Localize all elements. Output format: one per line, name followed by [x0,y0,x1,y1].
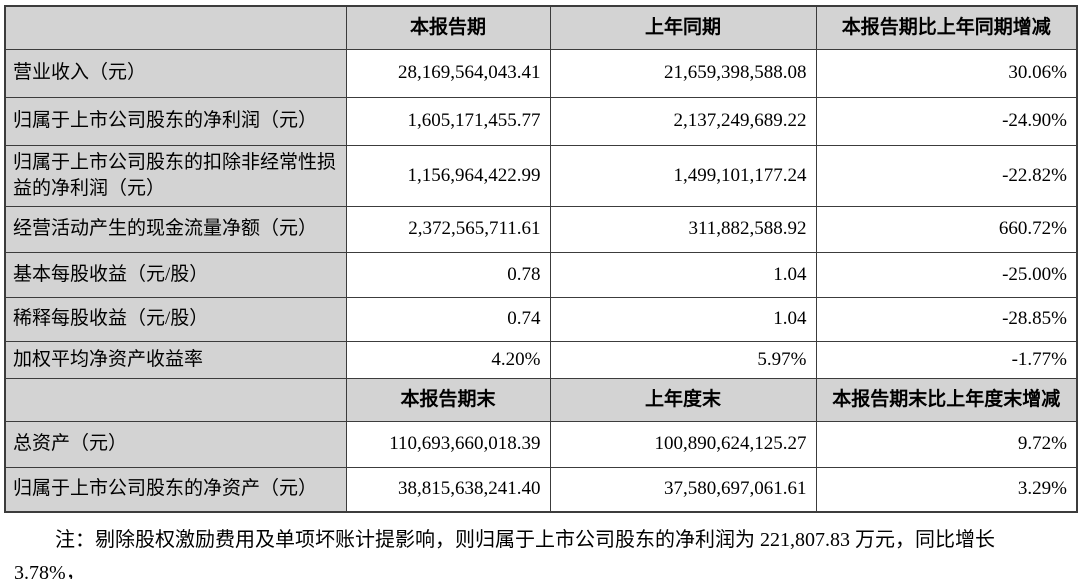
change-value: -24.90% [815,96,1078,146]
current-period-value: 1,605,171,455.77 [345,96,551,146]
prior-period-value: 2,137,249,689.22 [549,96,817,146]
change-value: 3.29% [815,466,1078,513]
table-header-row-period: 本报告期 上年同期 本报告期比上年同期增减 [4,5,1078,50]
prior-period-value: 37,580,697,061.61 [549,466,817,513]
change-value: 660.72% [815,205,1078,253]
change-value: -25.00% [815,251,1078,298]
column-header-period-end: 本报告期末 [345,377,551,422]
row-label-revenue: 营业收入（元） [4,48,347,98]
current-period-value: 0.78 [345,251,551,298]
table-row: 归属于上市公司股东的净资产（元） 38,815,638,241.40 37,58… [4,466,1078,513]
prior-period-value: 311,882,588.92 [549,205,817,253]
row-label-total-assets: 总资产（元） [4,420,347,468]
prior-period-value: 100,890,624,125.27 [549,420,817,468]
change-value: -1.77% [815,340,1078,379]
row-label-net-assets: 归属于上市公司股东的净资产（元） [4,466,347,513]
change-value: -22.82% [815,144,1078,207]
change-value: 9.72% [815,420,1078,468]
column-header-prior-period: 上年同期 [549,5,817,50]
table-row: 基本每股收益（元/股） 0.78 1.04 -25.00% [4,251,1078,298]
row-label-weighted-avg-roe: 加权平均净资产收益率 [4,340,347,379]
row-label-basic-eps: 基本每股收益（元/股） [4,251,347,298]
footnote: 注：剔除股权激励费用及单项坏账计提影响，则归属于上市公司股东的净利润为 221,… [14,524,1066,579]
row-label-net-profit: 归属于上市公司股东的净利润（元） [4,96,347,146]
table-row: 稀释每股收益（元/股） 0.74 1.04 -28.85% [4,296,1078,342]
change-value: -28.85% [815,296,1078,342]
footnote-line-1: 注：剔除股权激励费用及单项坏账计提影响，则归属于上市公司股东的净利润为 221,… [14,529,995,579]
current-period-value: 38,815,638,241.40 [345,466,551,513]
corner-header-cell [4,377,347,422]
financial-summary-table-wrap: 本报告期 上年同期 本报告期比上年同期增减 营业收入（元） 28,169,564… [4,5,1078,513]
table-row: 归属于上市公司股东的净利润（元） 1,605,171,455.77 2,137,… [4,96,1078,146]
table-row: 加权平均净资产收益率 4.20% 5.97% -1.77% [4,340,1078,379]
column-header-current-period: 本报告期 [345,5,551,50]
current-period-value: 0.74 [345,296,551,342]
row-label-net-profit-excl-nonrecurring: 归属于上市公司股东的扣除非经常性损益的净利润（元） [4,144,347,207]
prior-period-value: 21,659,398,588.08 [549,48,817,98]
current-period-value: 2,372,565,711.61 [345,205,551,253]
column-header-change: 本报告期比上年同期增减 [815,5,1078,50]
change-value: 30.06% [815,48,1078,98]
row-label-diluted-eps: 稀释每股收益（元/股） [4,296,347,342]
row-label-operating-cash-flow: 经营活动产生的现金流量净额（元） [4,205,347,253]
corner-header-cell [4,5,347,50]
table-row: 归属于上市公司股东的扣除非经常性损益的净利润（元） 1,156,964,422.… [4,144,1078,207]
prior-period-value: 1.04 [549,251,817,298]
table-row: 经营活动产生的现金流量净额（元） 2,372,565,711.61 311,88… [4,205,1078,253]
prior-period-value: 1.04 [549,296,817,342]
table-header-row-period-end: 本报告期末 上年度末 本报告期末比上年度末增减 [4,377,1078,422]
prior-period-value: 1,499,101,177.24 [549,144,817,207]
current-period-value: 110,693,660,018.39 [345,420,551,468]
table-row: 总资产（元） 110,693,660,018.39 100,890,624,12… [4,420,1078,468]
column-header-period-end-change: 本报告期末比上年度末增减 [815,377,1078,422]
current-period-value: 1,156,964,422.99 [345,144,551,207]
current-period-value: 4.20% [345,340,551,379]
current-period-value: 28,169,564,043.41 [345,48,551,98]
column-header-prior-year-end: 上年度末 [549,377,817,422]
financial-summary-table: 本报告期 上年同期 本报告期比上年同期增减 营业收入（元） 28,169,564… [4,5,1078,513]
prior-period-value: 5.97% [549,340,817,379]
table-row: 营业收入（元） 28,169,564,043.41 21,659,398,588… [4,48,1078,98]
